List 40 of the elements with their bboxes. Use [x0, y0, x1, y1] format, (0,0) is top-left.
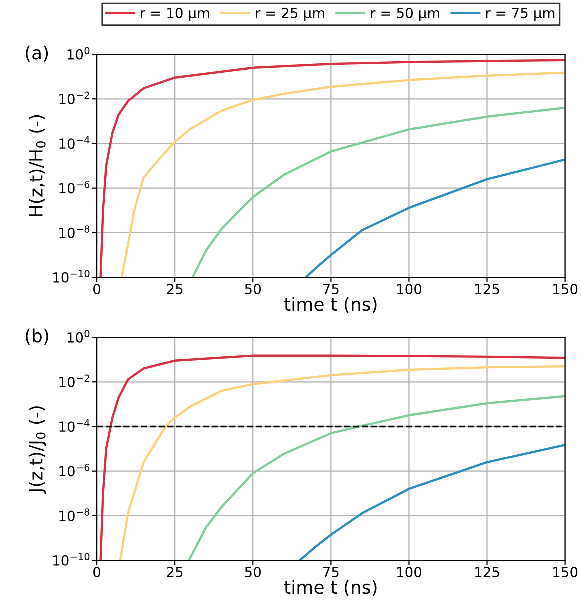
x-tick-label: 100 [397, 567, 422, 578]
y-axis-title: J(z,t)/J$_{0}$ (-) [28, 406, 46, 494]
text: (a) [26, 46, 48, 62]
y-tick-label: 10$^{−4}$ [60, 420, 90, 432]
y-tick-label: 10$^{−10}$ [54, 553, 90, 566]
y-tick-label: 10$^{−4}$ [60, 136, 90, 150]
y-tick-label: 10$^{−6}$ [60, 464, 90, 477]
legend-label: r = 25 µm [256, 8, 324, 22]
x-tick-label: 25 [167, 567, 183, 578]
legend-label: r = 10 µm [141, 8, 210, 22]
x-tick-label: 75 [323, 567, 339, 578]
x-axis-title: time t (ns) [284, 580, 377, 596]
x-tick-label: 100 [397, 284, 422, 295]
x-tick-label: 125 [476, 567, 500, 578]
y-tick-label: 10$^{−6}$ [60, 180, 90, 194]
line-series [188, 395, 566, 561]
x-tick-label: 150 [554, 284, 578, 295]
legend-label: r = 50 µm [371, 8, 440, 22]
y-axis-title: H(z,t)/H$_{0}$ (-) [28, 115, 46, 216]
y-tick-label: 10$^{−2}$ [60, 374, 90, 388]
legend-label: r = 75 µm [486, 8, 555, 22]
x-tick-label: 75 [323, 284, 339, 295]
y-tick-label: 10$^{0}$ [68, 330, 90, 343]
text: (b) [26, 328, 48, 345]
x-axis-title: time t (ns) [284, 297, 377, 314]
x-tick-label: 50 [245, 284, 262, 295]
y-tick-label: 10$^{−8}$ [60, 226, 90, 238]
x-tick-label: 150 [554, 567, 578, 578]
x-tick-label: 50 [245, 567, 262, 578]
x-tick-label: 125 [476, 284, 500, 295]
y-tick-label: 10$^{−10}$ [54, 270, 90, 283]
y-tick-label: 10$^{−2}$ [60, 92, 90, 105]
x-tick-label: 0 [94, 284, 101, 295]
line-series [298, 444, 566, 561]
x-tick-label: 0 [94, 567, 101, 578]
line-series [192, 106, 566, 278]
y-tick-label: 10$^{0}$ [68, 47, 90, 60]
line-series [305, 158, 566, 278]
x-tick-label: 25 [167, 284, 183, 295]
y-tick-label: 10$^{−8}$ [60, 508, 90, 522]
